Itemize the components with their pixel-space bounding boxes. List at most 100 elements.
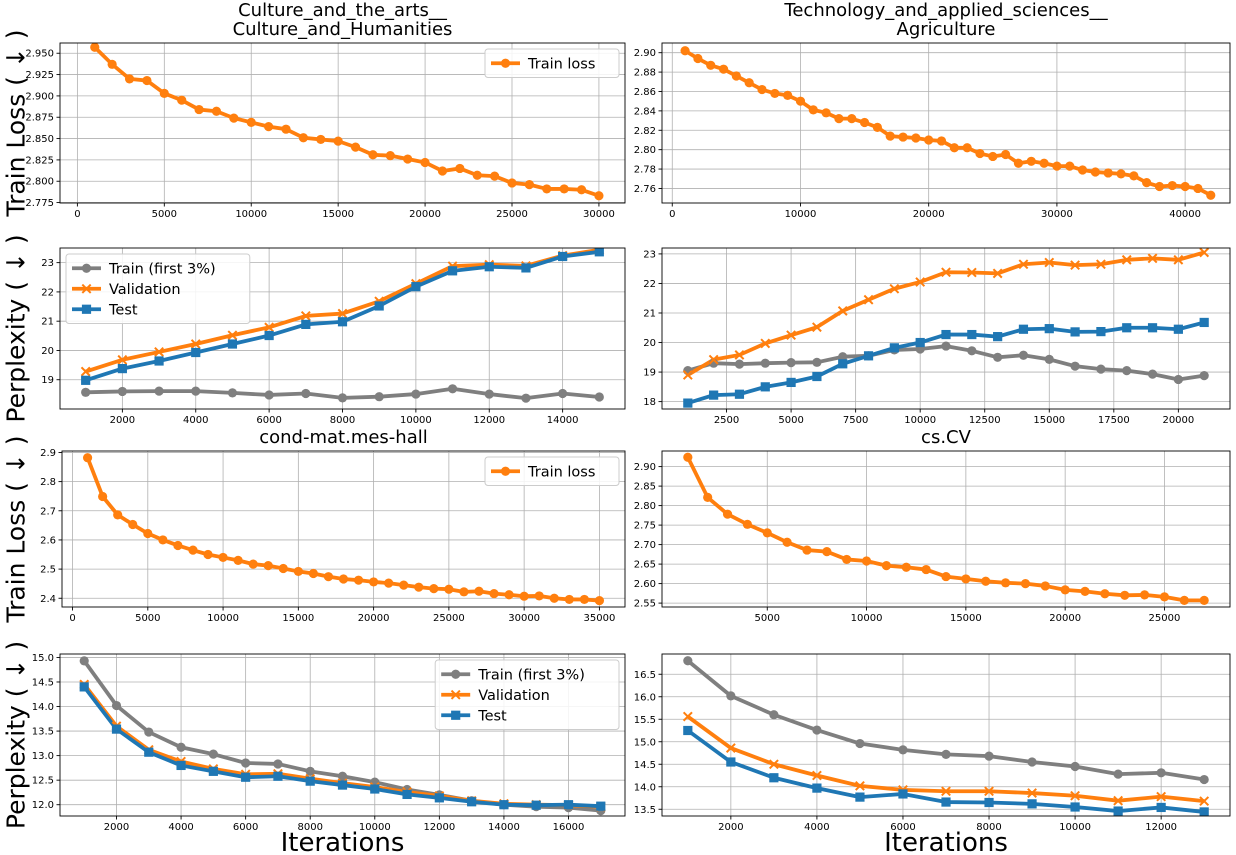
series-group [680, 46, 1216, 200]
data-point [941, 341, 951, 351]
y-tick-label: 23 [643, 249, 656, 260]
plot-frame [59, 42, 626, 204]
data-point [855, 780, 865, 791]
data-point [305, 776, 315, 786]
data-point [374, 392, 384, 402]
y-tick-label: 2.4 [40, 594, 56, 605]
data-point [1018, 324, 1029, 334]
legend-label: Validation [109, 282, 181, 298]
data-point [337, 308, 348, 319]
series-group [79, 656, 606, 816]
data-point [769, 710, 779, 720]
legend: Train loss [484, 48, 620, 78]
y-axis-label: Train Loss ( ↓ ) [2, 29, 31, 217]
legend-marker [500, 466, 511, 476]
data-point [1070, 790, 1080, 801]
x-tick-label: 5000 [755, 613, 780, 624]
data-point [385, 151, 395, 161]
data-point [293, 566, 303, 577]
data-point [962, 143, 972, 153]
data-point [863, 294, 874, 305]
data-point [594, 248, 604, 257]
legend-marker [81, 304, 92, 314]
data-point [1027, 757, 1037, 767]
data-point [1199, 807, 1209, 816]
legend-marker [451, 669, 461, 679]
data-point [188, 545, 198, 555]
data-point [218, 552, 228, 563]
data-point [301, 388, 311, 399]
data-point [683, 398, 693, 408]
data-point [1206, 190, 1216, 200]
data-point [484, 262, 494, 272]
data-point [447, 384, 458, 394]
data-point [531, 800, 541, 810]
data-point [941, 749, 951, 759]
y-tick-label: 21 [41, 317, 54, 328]
y-tick-label: 2.88 [634, 68, 656, 79]
y-tick-label: 14.0 [634, 782, 656, 793]
data-point [1116, 169, 1126, 179]
data-point [1052, 161, 1062, 171]
data-point [79, 656, 89, 666]
data-point [812, 725, 822, 735]
y-tick-label: 2.925 [25, 70, 54, 81]
data-point [507, 178, 517, 188]
y-tick-label: 2.75 [634, 521, 656, 532]
data-point [889, 283, 900, 294]
data-point [734, 350, 745, 360]
data-point [1147, 253, 1158, 264]
data-point [82, 453, 93, 463]
y-tick-label: 19 [643, 368, 656, 379]
y-tick-label: 2.78 [634, 165, 656, 176]
data-point [898, 132, 908, 142]
data-point [769, 773, 779, 783]
x-tick-label: 5000 [778, 415, 803, 426]
y-tick-label: 20 [643, 338, 656, 349]
data-point [795, 96, 806, 106]
x-tick-label: 8000 [297, 822, 322, 833]
x-tick-label: 40000 [1169, 209, 1201, 220]
data-point [1179, 595, 1189, 605]
series-group [80, 248, 605, 403]
x-tick-label: 0 [669, 209, 675, 220]
data-point [726, 757, 736, 767]
data-point [861, 556, 872, 566]
x-tick-label: 17500 [1098, 415, 1130, 426]
data-point [683, 452, 693, 462]
data-point [384, 578, 394, 588]
data-point [316, 134, 326, 145]
data-point [143, 528, 153, 539]
data-point [1060, 585, 1070, 595]
x-tick-label: 8000 [976, 822, 1001, 833]
data-point [241, 758, 251, 768]
data-point [941, 786, 951, 797]
x-tick-label: 5000 [135, 613, 160, 624]
data-point [812, 357, 822, 367]
data-point [1027, 788, 1037, 798]
data-point [111, 724, 122, 734]
data-point [760, 382, 770, 392]
x-tick-label: 10000 [235, 209, 267, 220]
data-point [98, 491, 108, 502]
y-tick-label: 16.5 [634, 670, 656, 681]
x-tick-label: 20000 [913, 209, 945, 220]
data-point [1044, 354, 1054, 364]
x-tick-label: 15000 [282, 613, 314, 624]
data-point [808, 105, 818, 115]
chart-title: cs.CV [921, 427, 972, 448]
x-tick-label: 10000 [851, 613, 883, 624]
chart-title: cond-mat.mes-hall [259, 427, 428, 448]
data-point [353, 575, 364, 585]
data-point [158, 535, 168, 545]
data-point [812, 770, 822, 781]
data-point [521, 393, 531, 403]
data-point [984, 797, 994, 808]
data-point [901, 562, 911, 572]
data-point [350, 142, 361, 152]
legend-label: Test [108, 302, 138, 318]
data-point [337, 771, 348, 781]
x-tick-label: 4000 [804, 822, 829, 833]
panel-p30: 2000 4000 6000 8000 10000 12000 14000 16000 12.0… [2, 641, 626, 855]
